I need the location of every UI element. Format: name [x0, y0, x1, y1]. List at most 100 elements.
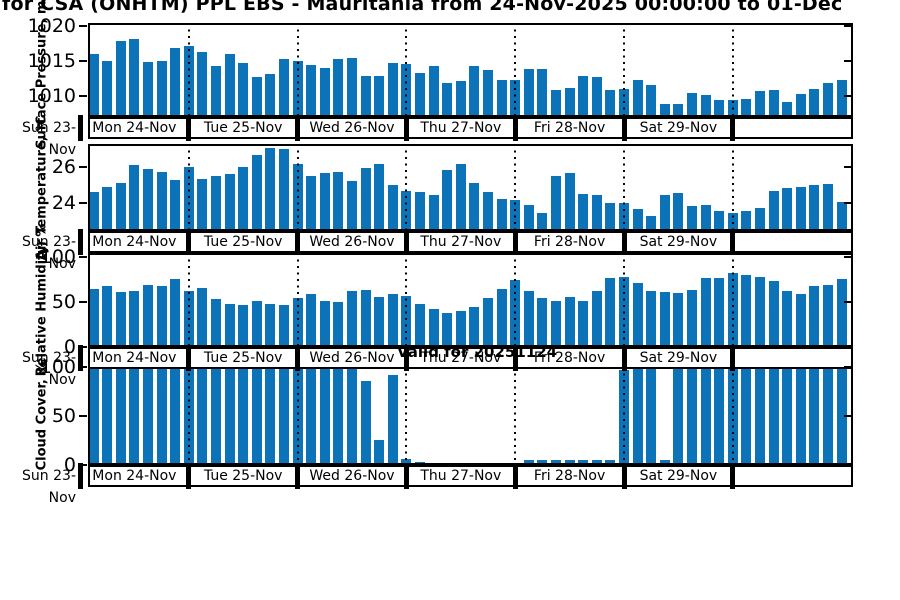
y-tick-mark	[79, 300, 87, 303]
day-separator	[621, 463, 627, 489]
bar	[551, 175, 561, 231]
bar	[782, 188, 793, 231]
bar	[564, 173, 575, 231]
bar	[646, 84, 657, 117]
bar	[795, 94, 806, 117]
y-tick-label: 1020	[27, 15, 76, 38]
bar	[836, 367, 847, 465]
y-tick-mark	[844, 60, 852, 63]
day-separator	[77, 229, 83, 255]
y-tick-label: 100	[39, 245, 76, 268]
bar	[251, 367, 262, 465]
bar	[251, 77, 262, 117]
day-label: Tue 25-Nov	[203, 468, 283, 484]
bar	[319, 173, 330, 231]
bar	[700, 205, 711, 231]
y-tick-mark	[844, 415, 852, 417]
day-gridline	[623, 144, 625, 231]
bar	[714, 99, 725, 117]
bar	[469, 307, 480, 347]
day-separator	[77, 345, 83, 371]
bar	[823, 367, 833, 465]
bar	[197, 178, 208, 231]
bar	[523, 290, 534, 347]
bar	[659, 292, 670, 347]
y-tick-mark	[79, 366, 87, 368]
prev-day-label: Sun 23-Nov	[22, 350, 76, 388]
day-separator	[730, 229, 736, 255]
bar	[197, 52, 208, 117]
day-label: Sat 29-Nov	[639, 234, 718, 250]
day-label: Fri 28-Nov	[533, 234, 606, 250]
bar	[251, 154, 262, 231]
y-axis-label-text: Cloud Cover, %	[34, 361, 50, 471]
bar	[306, 293, 317, 347]
bar	[673, 367, 684, 465]
y-tick-mark	[844, 255, 852, 258]
axes-frame	[88, 253, 853, 347]
y-tick-mark	[844, 464, 852, 466]
bar	[632, 367, 643, 465]
bar	[442, 169, 453, 231]
bar	[700, 278, 711, 347]
bar	[659, 460, 670, 465]
bar	[755, 276, 765, 347]
bar	[523, 68, 534, 117]
y-tick-mark	[844, 201, 852, 204]
day-gridline	[514, 23, 517, 117]
bar	[591, 291, 602, 347]
bar	[755, 91, 765, 117]
bar	[551, 460, 561, 465]
y-tick-label: 24	[51, 191, 76, 214]
bar	[469, 183, 480, 231]
day-label-row	[88, 465, 853, 487]
bar	[591, 460, 602, 465]
day-separator	[621, 345, 627, 371]
prev-day-label: Sun 23-Nov	[22, 468, 76, 506]
bar	[578, 75, 589, 117]
bar	[741, 210, 752, 231]
day-label: Fri 28-Nov	[533, 350, 606, 366]
bar	[374, 164, 385, 231]
bar	[115, 292, 126, 347]
bar	[578, 193, 589, 231]
bar	[224, 303, 235, 347]
bar	[673, 192, 684, 231]
bar	[823, 284, 833, 347]
day-separator	[730, 463, 736, 489]
day-separator	[403, 463, 409, 489]
bar	[102, 61, 113, 117]
day-separator	[295, 345, 301, 371]
bar	[156, 60, 167, 117]
day-label: Thu 27-Nov	[420, 234, 502, 250]
bar	[755, 367, 765, 465]
day-separator	[512, 345, 518, 371]
y-tick-label: 0	[63, 454, 76, 476]
bar	[673, 293, 684, 347]
bar	[415, 191, 425, 231]
day-label-row	[88, 117, 853, 139]
day-separator	[186, 229, 192, 255]
bar	[360, 75, 371, 117]
bar	[143, 367, 153, 465]
y-tick-label: 26	[51, 156, 76, 179]
bar	[347, 57, 357, 117]
day-separator	[621, 229, 627, 255]
bar	[578, 300, 589, 347]
day-separator	[77, 463, 83, 489]
bar	[836, 278, 847, 347]
day-gridline	[187, 23, 190, 117]
y-tick-mark	[79, 25, 87, 28]
bar	[374, 75, 385, 117]
bar	[564, 87, 575, 117]
bar	[88, 367, 99, 465]
day-separator	[403, 345, 409, 371]
bar	[360, 289, 371, 347]
y-tick-mark	[79, 346, 87, 348]
bar	[170, 48, 181, 117]
bar	[605, 278, 616, 347]
bar	[455, 310, 466, 347]
bar	[319, 67, 330, 117]
